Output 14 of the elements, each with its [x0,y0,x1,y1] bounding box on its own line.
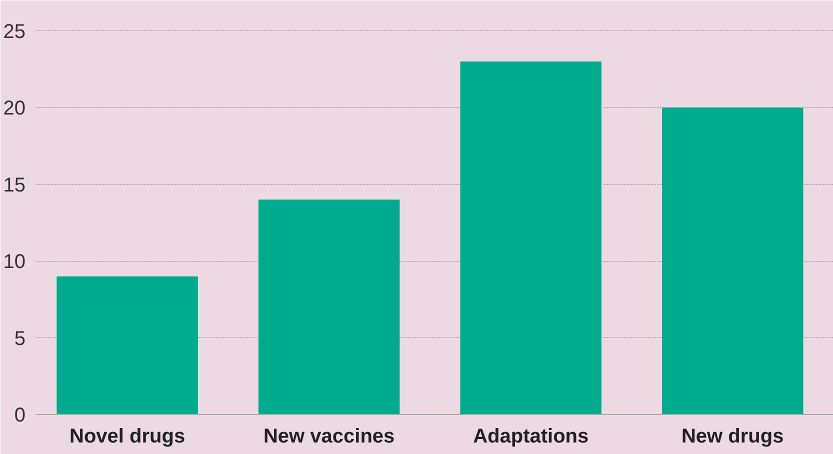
y-tick-label: 15 [3,174,26,196]
x-tick-label: Novel drugs [70,426,186,448]
y-tick-label: 0 [14,404,26,426]
bar [56,276,198,414]
x-tick-label: New drugs [681,426,784,448]
y-tick-label: 10 [3,251,26,274]
x-tick-label: New vaccines [263,426,395,448]
y-tick-label: 25 [3,20,26,43]
x-tick-label: Adaptations [473,426,589,448]
bar [460,62,602,414]
bar [662,108,804,414]
y-tick-label: 5 [14,328,26,350]
y-tick-label: 20 [3,98,26,120]
bar [258,200,400,414]
